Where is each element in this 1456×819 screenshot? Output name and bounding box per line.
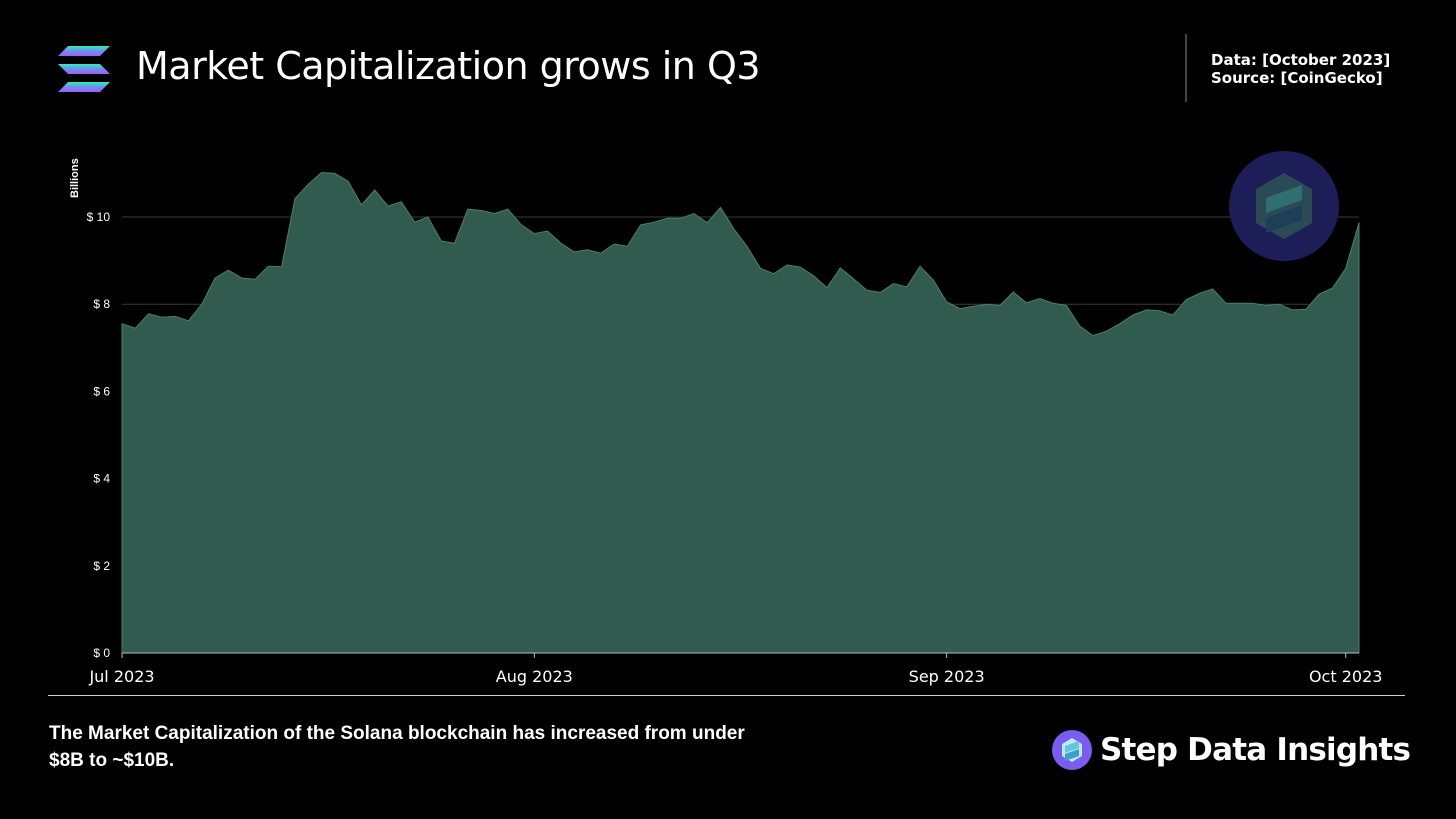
solana-logo-icon	[58, 46, 110, 92]
y-tick-label: $ 6	[93, 384, 110, 398]
brand-name: Step Data Insights	[1100, 732, 1411, 768]
x-tick-label: Aug 2023	[496, 667, 573, 686]
page-title: Market Capitalization grows in Q3	[136, 44, 761, 88]
y-tick-label: $ 0	[93, 646, 110, 660]
chart-caption: The Market Capitalization of the Solana …	[49, 723, 745, 771]
header-divider	[1185, 34, 1187, 102]
y-axis: $ 0 $ 2 $ 4 $ 6 $ 8 $ 10	[87, 210, 1359, 660]
x-axis: Jul 2023 Aug 2023 Sep 2023 Oct 2023	[88, 653, 1382, 686]
step-watermark-icon	[1229, 151, 1339, 261]
footer-divider	[48, 695, 1405, 696]
y-axis-label: Billions	[69, 158, 81, 198]
data-date-label: Data: [October 2023]	[1211, 51, 1391, 69]
data-source-block: Data: [October 2023] Source: [CoinGecko]	[1211, 51, 1390, 87]
y-tick-label: $ 10	[87, 210, 111, 224]
y-tick-label: $ 2	[93, 559, 110, 573]
y-tick-label: $ 4	[93, 472, 110, 486]
step-brand-icon	[1052, 730, 1092, 770]
x-tick-label: Jul 2023	[88, 667, 154, 686]
y-tick-label: $ 8	[93, 297, 110, 311]
x-tick-label: Oct 2023	[1309, 667, 1382, 686]
market-cap-chart: $ 0 $ 2 $ 4 $ 6 $ 8 $ 10 Jul 2023 Aug 2023 Sep …	[69, 151, 1382, 686]
data-source-label: Source: [CoinGecko]	[1211, 69, 1383, 87]
brand-block: Step Data Insights	[1052, 729, 1411, 771]
market-cap-area	[121, 171, 1360, 654]
x-tick-label: Sep 2023	[909, 667, 985, 686]
